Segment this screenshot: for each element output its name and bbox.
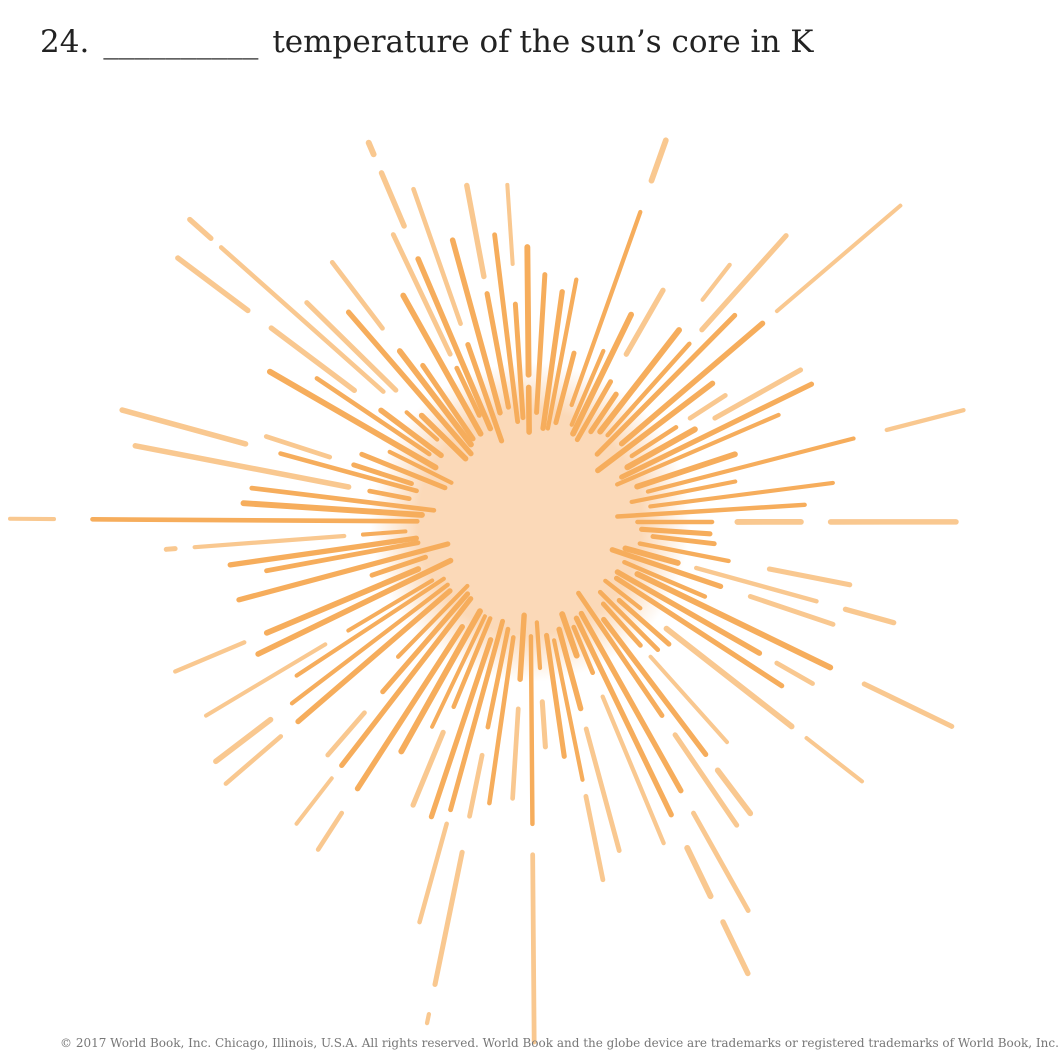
ray bbox=[195, 536, 345, 547]
ray bbox=[777, 206, 900, 311]
ray bbox=[427, 1014, 429, 1023]
ray bbox=[420, 824, 447, 922]
ray bbox=[221, 247, 383, 391]
page: 24. __________ temperature of the sun’s co… bbox=[0, 0, 1058, 1052]
ray bbox=[122, 410, 245, 444]
ray bbox=[92, 519, 417, 521]
ray bbox=[693, 813, 748, 910]
ray bbox=[527, 247, 528, 375]
ray bbox=[750, 596, 833, 624]
ray bbox=[467, 185, 484, 276]
ray bbox=[266, 436, 330, 457]
ray bbox=[178, 258, 248, 310]
ray bbox=[318, 813, 342, 849]
answer-blank: __________ bbox=[103, 24, 258, 60]
ray bbox=[533, 855, 535, 1042]
ray bbox=[723, 922, 748, 973]
ray bbox=[542, 702, 545, 747]
ray bbox=[369, 143, 374, 155]
ray bbox=[807, 738, 862, 781]
ray bbox=[887, 410, 964, 430]
ray bbox=[586, 796, 603, 879]
ray bbox=[297, 778, 332, 823]
question: 24. __________ temperature of the sun’s co… bbox=[40, 24, 827, 60]
ray bbox=[651, 140, 665, 180]
ray bbox=[206, 644, 325, 715]
ray bbox=[626, 290, 663, 354]
ray bbox=[470, 755, 483, 816]
ray bbox=[769, 569, 849, 585]
ray bbox=[435, 852, 462, 984]
ray bbox=[845, 609, 893, 622]
question-number: 24. bbox=[40, 24, 89, 60]
ray bbox=[864, 684, 951, 726]
ray bbox=[382, 173, 405, 226]
copyright: © 2017 World Book, Inc. Chicago, Illinoi… bbox=[60, 1036, 1058, 1050]
ray bbox=[531, 636, 533, 824]
ray bbox=[175, 642, 244, 671]
ray bbox=[513, 709, 519, 799]
ray bbox=[777, 663, 813, 683]
ray bbox=[507, 185, 512, 264]
ray bbox=[703, 265, 730, 300]
ray bbox=[190, 220, 211, 239]
ray bbox=[622, 323, 763, 443]
ray bbox=[328, 713, 365, 755]
ray bbox=[687, 848, 710, 896]
ray bbox=[166, 549, 175, 550]
sun-illustration bbox=[0, 0, 1058, 1052]
question-text: temperature of the sun’s core in K bbox=[272, 24, 813, 60]
ray bbox=[226, 736, 281, 783]
ray bbox=[572, 212, 641, 405]
